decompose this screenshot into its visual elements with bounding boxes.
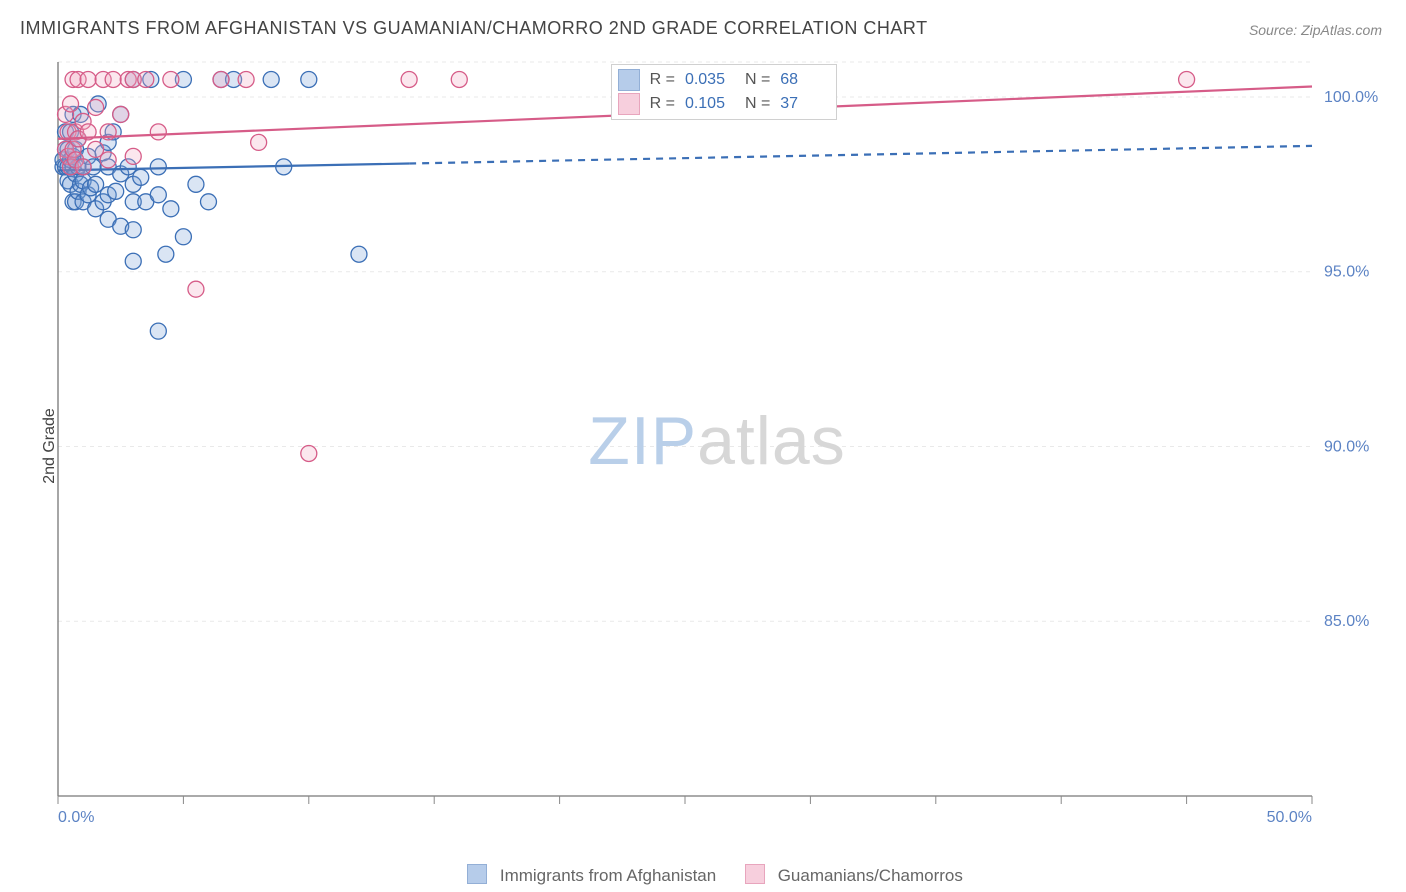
scatter-point-guamanian xyxy=(251,134,267,150)
x-tick-label: 50.0% xyxy=(1267,809,1312,826)
trend-line-dash-afghanistan xyxy=(409,146,1312,164)
scatter-point-afghanistan xyxy=(150,187,166,203)
scatter-point-guamanian xyxy=(113,106,129,122)
scatter-point-afghanistan xyxy=(125,253,141,269)
scatter-point-guamanian xyxy=(238,71,254,87)
chart-container: IMMIGRANTS FROM AFGHANISTAN VS GUAMANIAN… xyxy=(0,0,1406,892)
y-tick-label: 85.0% xyxy=(1324,613,1369,630)
scatter-point-afghanistan xyxy=(175,229,191,245)
legend-r-value: 0.035 xyxy=(685,71,735,89)
scatter-point-guamanian xyxy=(105,71,121,87)
chart-title: IMMIGRANTS FROM AFGHANISTAN VS GUAMANIAN… xyxy=(20,18,928,39)
scatter-point-guamanian xyxy=(75,159,91,175)
scatter-svg: 85.0% 90.0% 95.0% 100.0% 0.0% 50.0% xyxy=(52,56,1382,826)
legend-r-label: R = xyxy=(650,71,675,89)
scatter-point-guamanian xyxy=(163,71,179,87)
scatter-point-afghanistan xyxy=(263,71,279,87)
y-tick-label: 100.0% xyxy=(1324,89,1378,106)
legend-swatch xyxy=(618,93,640,115)
scatter-point-afghanistan xyxy=(150,323,166,339)
scatter-point-guamanian xyxy=(125,148,141,164)
legend-r-value: 0.105 xyxy=(685,95,735,113)
legend-row-guamanian: R = 0.105 N = 37 xyxy=(618,92,831,116)
scatter-point-guamanian xyxy=(100,152,116,168)
scatter-point-afghanistan xyxy=(158,246,174,262)
legend-r-label: R = xyxy=(650,95,675,113)
plot-area: 85.0%90.0%95.0%100.0%0.0%50.0% ZIPatlas … xyxy=(52,56,1382,826)
scatter-point-guamanian xyxy=(150,124,166,140)
legend-swatch-guamanian xyxy=(745,864,765,884)
scatter-point-afghanistan xyxy=(188,176,204,192)
scatter-point-afghanistan xyxy=(200,194,216,210)
scatter-point-guamanian xyxy=(1179,71,1195,87)
scatter-point-afghanistan xyxy=(108,183,124,199)
scatter-point-guamanian xyxy=(63,96,79,112)
scatter-point-guamanian xyxy=(401,71,417,87)
scatter-point-guamanian xyxy=(138,71,154,87)
scatter-point-guamanian xyxy=(88,99,104,115)
scatter-point-afghanistan xyxy=(133,169,149,185)
scatter-point-afghanistan xyxy=(301,71,317,87)
scatter-point-guamanian xyxy=(188,281,204,297)
source-attribution: Source: ZipAtlas.com xyxy=(1249,22,1382,38)
legend-label-afghanistan: Immigrants from Afghanistan xyxy=(500,866,716,885)
correlation-legend: R = 0.035 N = 68 R = 0.105 N = 37 xyxy=(611,64,838,120)
legend-n-value: 37 xyxy=(780,95,830,113)
legend-n-label: N = xyxy=(745,71,770,89)
x-tick-label: 0.0% xyxy=(58,809,94,826)
bottom-legend: Immigrants from Afghanistan Guamanians/C… xyxy=(0,864,1406,886)
scatter-point-afghanistan xyxy=(351,246,367,262)
scatter-point-guamanian xyxy=(80,71,96,87)
legend-row-afghanistan: R = 0.035 N = 68 xyxy=(618,68,831,92)
scatter-point-guamanian xyxy=(301,445,317,461)
y-tick-label: 95.0% xyxy=(1324,264,1369,281)
legend-n-label: N = xyxy=(745,95,770,113)
legend-n-value: 68 xyxy=(780,71,830,89)
scatter-point-guamanian xyxy=(451,71,467,87)
legend-swatch xyxy=(618,69,640,91)
scatter-point-afghanistan xyxy=(125,222,141,238)
y-tick-label: 90.0% xyxy=(1324,438,1369,455)
legend-swatch-afghanistan xyxy=(467,864,487,884)
scatter-point-afghanistan xyxy=(150,159,166,175)
legend-label-guamanian: Guamanians/Chamorros xyxy=(778,866,963,885)
scatter-point-afghanistan xyxy=(163,201,179,217)
scatter-point-guamanian xyxy=(213,71,229,87)
